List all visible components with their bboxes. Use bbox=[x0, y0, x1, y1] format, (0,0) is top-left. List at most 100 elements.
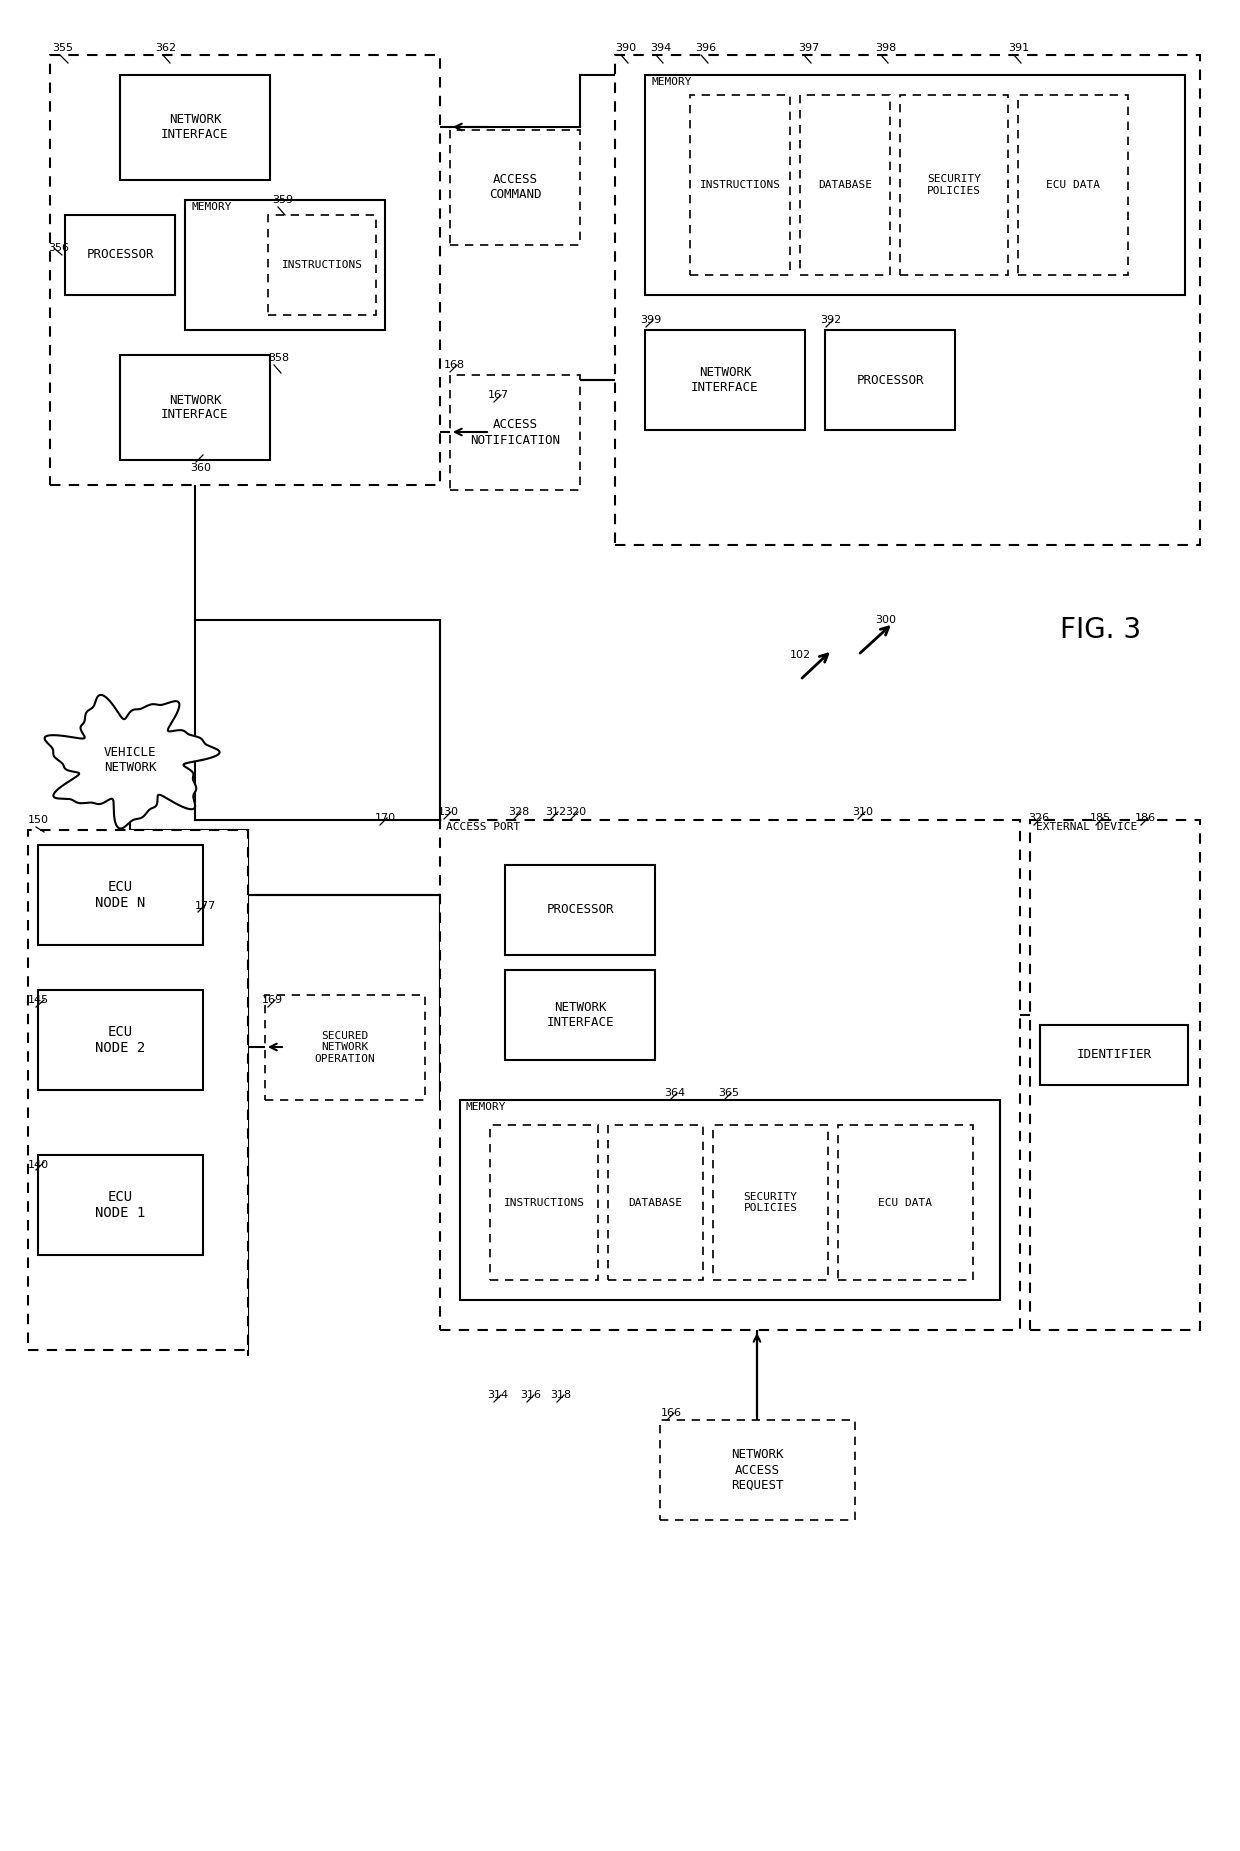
Bar bbox=[440, 820, 1021, 1331]
Text: 140: 140 bbox=[29, 1161, 50, 1170]
Text: 186: 186 bbox=[1135, 813, 1156, 824]
Text: ACCESS
COMMAND: ACCESS COMMAND bbox=[489, 174, 541, 202]
Text: FIG. 3: FIG. 3 bbox=[1060, 616, 1141, 644]
Text: 355: 355 bbox=[52, 43, 73, 54]
Text: 394: 394 bbox=[650, 43, 671, 54]
Text: 391: 391 bbox=[1008, 43, 1029, 54]
Text: 358: 358 bbox=[268, 354, 289, 363]
Text: ACCESS
NOTIFICATION: ACCESS NOTIFICATION bbox=[470, 418, 560, 446]
Text: 312: 312 bbox=[546, 807, 567, 816]
Text: 320: 320 bbox=[565, 807, 587, 816]
Text: DATABASE: DATABASE bbox=[818, 180, 872, 191]
Polygon shape bbox=[45, 694, 219, 829]
Text: DATABASE: DATABASE bbox=[629, 1198, 682, 1207]
Bar bbox=[1018, 94, 1128, 276]
Text: 185: 185 bbox=[1090, 813, 1111, 824]
Text: 397: 397 bbox=[799, 43, 820, 54]
Bar bbox=[713, 1125, 828, 1281]
Text: INSTRUCTIONS: INSTRUCTIONS bbox=[281, 259, 362, 270]
Text: 169: 169 bbox=[262, 996, 283, 1005]
Text: VEHICLE
NETWORK: VEHICLE NETWORK bbox=[104, 746, 156, 774]
Bar bbox=[64, 215, 175, 294]
Text: 316: 316 bbox=[520, 1390, 541, 1399]
Bar bbox=[38, 846, 203, 946]
Text: PROCESSOR: PROCESSOR bbox=[87, 248, 154, 261]
Text: 399: 399 bbox=[640, 315, 661, 326]
Bar bbox=[838, 1125, 973, 1281]
Text: SECURITY
POLICIES: SECURITY POLICIES bbox=[744, 1192, 797, 1212]
Bar bbox=[645, 329, 805, 429]
Text: 318: 318 bbox=[551, 1390, 572, 1399]
Text: 359: 359 bbox=[272, 194, 293, 205]
Text: 398: 398 bbox=[875, 43, 897, 54]
Bar bbox=[505, 864, 655, 955]
Text: INSTRUCTIONS: INSTRUCTIONS bbox=[699, 180, 780, 191]
Text: INSTRUCTIONS: INSTRUCTIONS bbox=[503, 1198, 584, 1207]
Text: SECURED
NETWORK
OPERATION: SECURED NETWORK OPERATION bbox=[315, 1031, 376, 1064]
Text: 364: 364 bbox=[663, 1088, 686, 1098]
Bar bbox=[608, 1125, 703, 1281]
Text: 166: 166 bbox=[661, 1409, 682, 1418]
Text: 170: 170 bbox=[374, 813, 396, 824]
Bar bbox=[825, 329, 955, 429]
Bar bbox=[1040, 1025, 1188, 1085]
Bar bbox=[460, 1099, 999, 1299]
Text: 362: 362 bbox=[155, 43, 176, 54]
Text: 145: 145 bbox=[29, 996, 50, 1005]
Text: ECU DATA: ECU DATA bbox=[1047, 180, 1100, 191]
Bar bbox=[900, 94, 1008, 276]
Bar bbox=[38, 990, 203, 1090]
Text: 310: 310 bbox=[852, 807, 873, 816]
Text: PROCESSOR: PROCESSOR bbox=[547, 903, 614, 916]
Bar bbox=[505, 970, 655, 1061]
Text: ECU
NODE 2: ECU NODE 2 bbox=[95, 1025, 145, 1055]
Bar bbox=[615, 56, 1200, 544]
Bar bbox=[265, 996, 425, 1099]
Text: NETWORK
INTERFACE: NETWORK INTERFACE bbox=[691, 366, 759, 394]
Text: 396: 396 bbox=[694, 43, 717, 54]
Bar bbox=[450, 376, 580, 491]
Text: NETWORK
INTERFACE: NETWORK INTERFACE bbox=[547, 1001, 614, 1029]
Text: 300: 300 bbox=[875, 615, 897, 626]
Bar bbox=[38, 1155, 203, 1255]
Bar bbox=[50, 56, 440, 485]
Text: ECU
NODE N: ECU NODE N bbox=[95, 879, 145, 911]
Text: ACCESS PORT: ACCESS PORT bbox=[446, 822, 521, 831]
Bar bbox=[490, 1125, 598, 1281]
Text: ECU DATA: ECU DATA bbox=[878, 1198, 932, 1207]
Bar bbox=[1030, 820, 1200, 1331]
Text: EXTERNAL DEVICE: EXTERNAL DEVICE bbox=[1035, 822, 1137, 831]
Text: NETWORK
INTERFACE: NETWORK INTERFACE bbox=[161, 113, 228, 141]
Bar bbox=[660, 1420, 856, 1520]
Bar bbox=[29, 829, 248, 1349]
Text: ECU
NODE 1: ECU NODE 1 bbox=[95, 1190, 145, 1220]
Text: 102: 102 bbox=[790, 650, 811, 661]
Bar bbox=[645, 76, 1185, 294]
Text: PROCESSOR: PROCESSOR bbox=[857, 374, 924, 387]
Text: 130: 130 bbox=[438, 807, 459, 816]
Bar bbox=[800, 94, 890, 276]
Bar bbox=[185, 200, 384, 329]
Text: 390: 390 bbox=[615, 43, 636, 54]
Text: 328: 328 bbox=[508, 807, 529, 816]
Text: NETWORK
ACCESS
REQUEST: NETWORK ACCESS REQUEST bbox=[732, 1449, 784, 1492]
Text: 365: 365 bbox=[718, 1088, 739, 1098]
Bar bbox=[120, 355, 270, 461]
Text: 326: 326 bbox=[1028, 813, 1049, 824]
Text: NETWORK
INTERFACE: NETWORK INTERFACE bbox=[161, 394, 228, 422]
Text: 168: 168 bbox=[444, 359, 465, 370]
Text: MEMORY: MEMORY bbox=[466, 1101, 506, 1112]
Bar bbox=[268, 215, 376, 315]
Bar bbox=[120, 76, 270, 180]
Text: 150: 150 bbox=[29, 814, 50, 826]
Text: 356: 356 bbox=[48, 242, 69, 254]
Bar bbox=[689, 94, 790, 276]
Text: 177: 177 bbox=[195, 901, 216, 911]
Text: IDENTIFIER: IDENTIFIER bbox=[1076, 1048, 1152, 1061]
Text: 360: 360 bbox=[190, 463, 211, 474]
Text: MEMORY: MEMORY bbox=[651, 78, 692, 87]
Text: 392: 392 bbox=[820, 315, 841, 326]
Text: MEMORY: MEMORY bbox=[191, 202, 232, 213]
Bar bbox=[450, 130, 580, 244]
Text: SECURITY
POLICIES: SECURITY POLICIES bbox=[928, 174, 981, 196]
